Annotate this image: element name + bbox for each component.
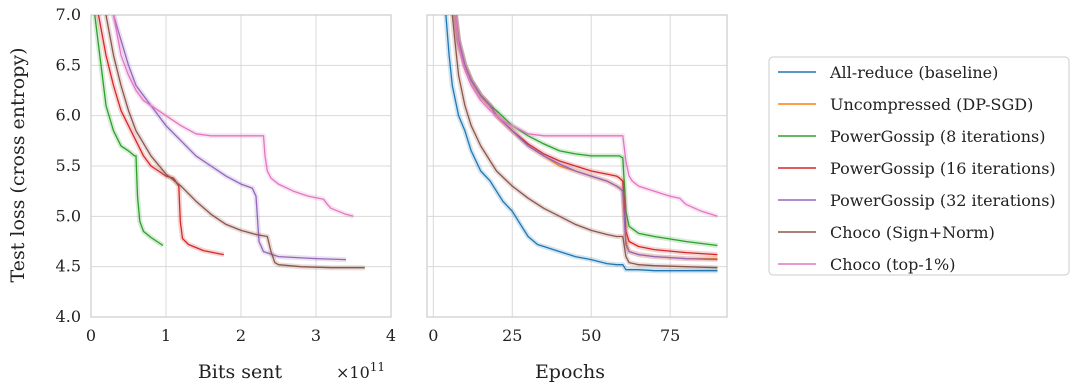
x-axis-scale-base: ×10 bbox=[336, 363, 370, 382]
legend: All-reduce (baseline) Uncompressed (DP-SG… bbox=[768, 56, 1070, 276]
series-band-choco-sign bbox=[449, 15, 718, 271]
series-line-all-reduce bbox=[445, 15, 718, 272]
x-tick-label: 75 bbox=[660, 326, 680, 345]
x-axis-scale-exponent: 11 bbox=[370, 360, 385, 374]
series-group bbox=[443, 15, 719, 274]
x-tick-label: 2 bbox=[236, 326, 246, 345]
legend-frame bbox=[768, 56, 1070, 276]
y-tick-label: 5.5 bbox=[56, 156, 81, 175]
y-tick-label: 6.0 bbox=[56, 106, 81, 125]
legend-label-uncompressed: Uncompressed (DP-SGD) bbox=[830, 95, 1033, 114]
y-tick-label: 5.0 bbox=[56, 206, 81, 225]
x-axis-label-left: Bits sent bbox=[198, 361, 283, 383]
series-line-pg16 bbox=[97, 15, 224, 256]
y-tick-label: 7.0 bbox=[56, 5, 81, 24]
left-panel: 0 1 2 3 4 4.0 4.5 5.0 5.5 6.0 6.5 7.0 bbox=[56, 5, 397, 345]
x-tick-label: 25 bbox=[502, 326, 522, 345]
x-tick-label: 0 bbox=[428, 326, 438, 345]
legend-label-pg32: PowerGossip (32 iterations) bbox=[830, 191, 1056, 210]
series-line-pg8 bbox=[454, 15, 718, 247]
y-tick-label: 4.0 bbox=[56, 307, 81, 326]
x-axis-label-right: Epochs bbox=[535, 361, 605, 383]
series-band-all-reduce bbox=[443, 15, 718, 274]
series-line-choco-sign bbox=[451, 15, 718, 269]
series-line-pg32 bbox=[112, 15, 347, 261]
series-band-pg8 bbox=[452, 15, 718, 248]
legend-label-choco-top: Choco (top-1%) bbox=[830, 255, 955, 274]
x-tick-label: 1 bbox=[161, 326, 171, 345]
x-tick-label: 3 bbox=[311, 326, 321, 345]
series-line-pg8 bbox=[94, 15, 164, 247]
right-panel: 0 25 50 75 bbox=[426, 14, 728, 345]
legend-label-pg8: PowerGossip (8 iterations) bbox=[830, 127, 1046, 146]
series-line-choco-top bbox=[454, 15, 718, 217]
x-tick-label: 50 bbox=[581, 326, 601, 345]
series-line-choco-sign bbox=[105, 15, 365, 269]
series-line-choco-top bbox=[112, 15, 354, 217]
legend-label-all-reduce: All-reduce (baseline) bbox=[829, 63, 998, 82]
x-tick-label: 4 bbox=[386, 326, 396, 345]
legend-label-pg16: PowerGossip (16 iterations) bbox=[830, 159, 1056, 178]
y-axis-label: Test loss (cross entropy) bbox=[7, 48, 29, 283]
plot-frame bbox=[90, 14, 392, 318]
y-tick-label: 6.5 bbox=[56, 55, 81, 74]
series-group bbox=[92, 15, 365, 271]
x-tick-label: 0 bbox=[86, 326, 96, 345]
series-line-pg32 bbox=[454, 15, 718, 261]
plot-frame bbox=[426, 14, 728, 318]
legend-label-choco-sign: Choco (Sign+Norm) bbox=[830, 223, 995, 242]
y-tick-label: 4.5 bbox=[56, 257, 81, 276]
x-axis-scale-label: ×1011 bbox=[336, 360, 385, 382]
